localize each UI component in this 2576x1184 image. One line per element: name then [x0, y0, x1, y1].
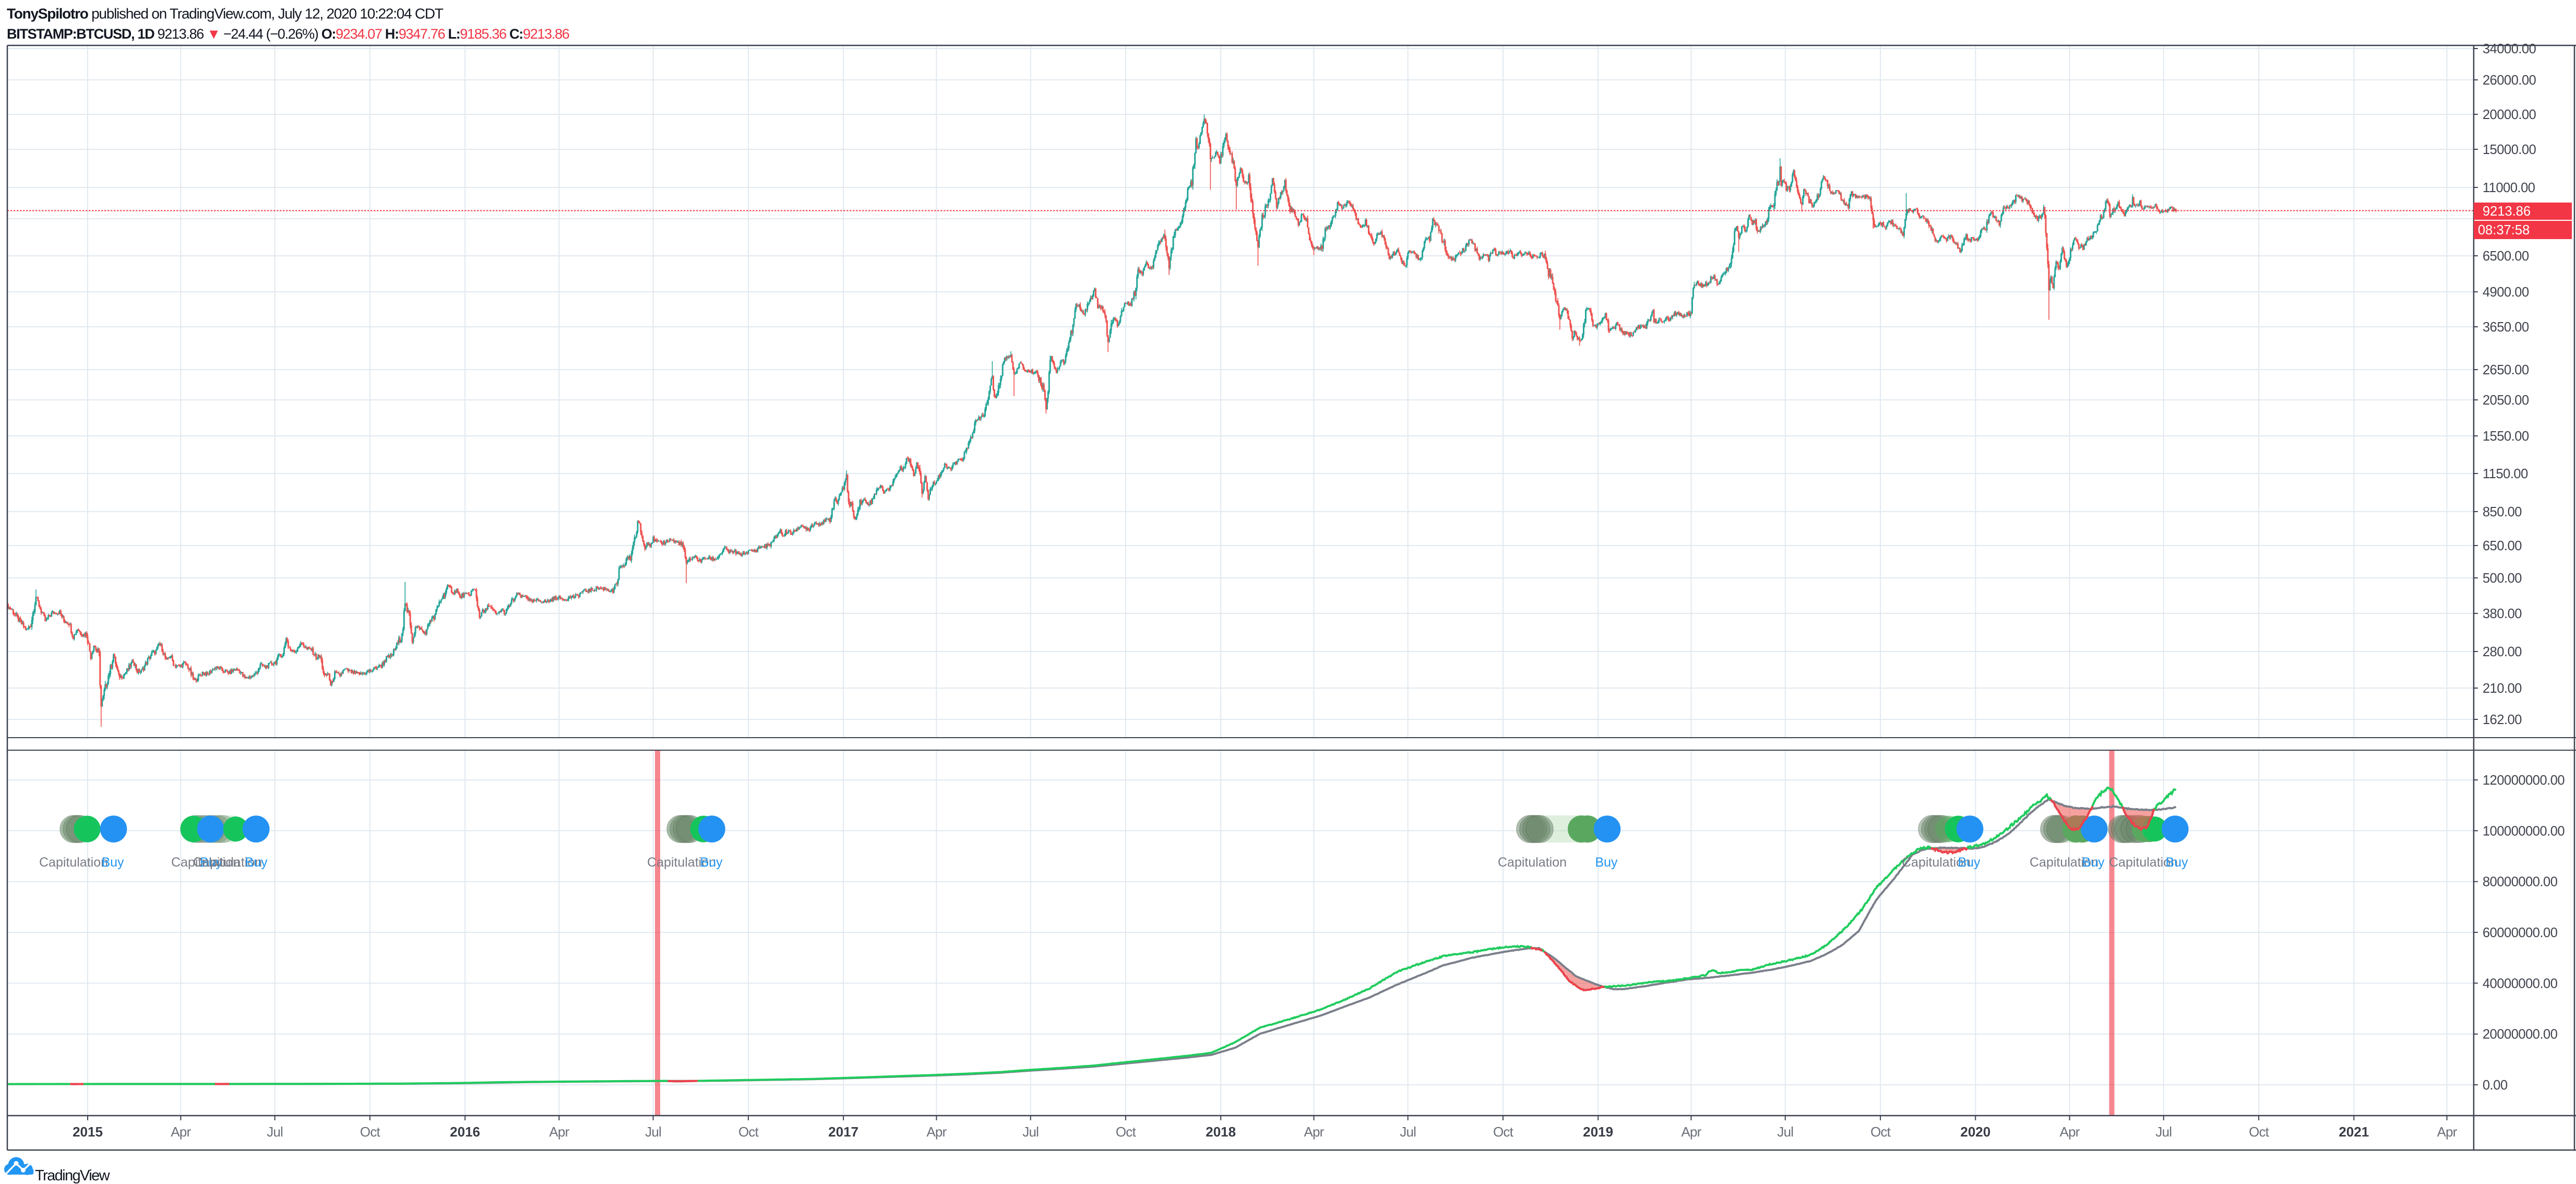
svg-text:2050.00: 2050.00 [2483, 393, 2529, 408]
svg-text:11000.00: 11000.00 [2483, 181, 2535, 195]
svg-text:Buy: Buy [2082, 855, 2105, 870]
svg-text:2015: 2015 [73, 1124, 103, 1140]
svg-text:100000000.00: 100000000.00 [2483, 824, 2565, 838]
svg-text:1550.00: 1550.00 [2483, 429, 2529, 444]
svg-text:Oct: Oct [1116, 1124, 1137, 1140]
svg-text:Jul: Jul [267, 1124, 283, 1140]
svg-text:162.00: 162.00 [2483, 713, 2522, 727]
svg-text:3650.00: 3650.00 [2483, 320, 2529, 335]
svg-text:Buy: Buy [1958, 855, 1981, 870]
svg-text:Oct: Oct [2249, 1124, 2270, 1140]
svg-text:Jul: Jul [1022, 1124, 1039, 1140]
svg-text:280.00: 280.00 [2483, 645, 2522, 659]
svg-text:Capitulation: Capitulation [193, 855, 262, 870]
svg-text:6500.00: 6500.00 [2483, 249, 2529, 264]
svg-text:Oct: Oct [738, 1124, 759, 1140]
svg-text:Capitulation: Capitulation [2030, 855, 2098, 870]
svg-text:Apr: Apr [1304, 1124, 1324, 1140]
svg-text:40000000.00: 40000000.00 [2483, 976, 2558, 991]
svg-text:4900.00: 4900.00 [2483, 285, 2529, 300]
svg-text:Buy: Buy [245, 855, 268, 870]
svg-text:Oct: Oct [360, 1124, 381, 1140]
svg-text:Jul: Jul [1777, 1124, 1793, 1140]
svg-text:Capitulation: Capitulation [2109, 855, 2178, 870]
svg-text:Apr: Apr [549, 1124, 569, 1140]
svg-text:Oct: Oct [1870, 1124, 1891, 1140]
svg-text:Buy: Buy [101, 855, 124, 870]
svg-text:Capitulation: Capitulation [171, 855, 240, 870]
svg-text:60000000.00: 60000000.00 [2483, 926, 2558, 940]
svg-text:20000.00: 20000.00 [2483, 108, 2536, 122]
svg-text:26000.00: 26000.00 [2483, 73, 2536, 88]
svg-text:34000.00: 34000.00 [2483, 42, 2536, 56]
svg-text:Oct: Oct [1493, 1124, 1514, 1140]
svg-text:BITSTAMP:BTCUSD, 1D 9213.86 ▼: BITSTAMP:BTCUSD, 1D 9213.86 ▼ −24.44 (−0… [7, 26, 569, 42]
svg-text:2016: 2016 [450, 1124, 480, 1140]
svg-text:Apr: Apr [1681, 1124, 1701, 1140]
svg-text:2019: 2019 [1583, 1124, 1613, 1140]
svg-text:120000000.00: 120000000.00 [2483, 773, 2565, 788]
svg-text:Buy: Buy [2165, 855, 2188, 870]
svg-text:380.00: 380.00 [2483, 607, 2522, 621]
svg-text:Capitulation: Capitulation [647, 855, 716, 870]
svg-text:80000000.00: 80000000.00 [2483, 875, 2558, 890]
svg-text:Apr: Apr [171, 1124, 191, 1140]
svg-text:2020: 2020 [1960, 1124, 1990, 1140]
svg-text:Jul: Jul [2155, 1124, 2172, 1140]
svg-text:1150.00: 1150.00 [2483, 467, 2528, 481]
svg-text:210.00: 210.00 [2483, 681, 2522, 696]
svg-text:Apr: Apr [926, 1124, 947, 1140]
svg-text:0.00: 0.00 [2483, 1078, 2508, 1093]
svg-text:TonySpilotro published on Trad: TonySpilotro published on TradingView.co… [7, 6, 444, 22]
svg-text:Buy: Buy [200, 855, 223, 870]
svg-text:2017: 2017 [828, 1124, 858, 1140]
svg-text:850.00: 850.00 [2483, 505, 2522, 519]
svg-text:9213.86: 9213.86 [2483, 204, 2531, 219]
svg-text:Apr: Apr [2060, 1124, 2080, 1140]
svg-text:2021: 2021 [2339, 1124, 2369, 1140]
svg-text:Capitulation: Capitulation [39, 855, 108, 870]
svg-text:15000.00: 15000.00 [2483, 143, 2536, 157]
svg-text:20000000.00: 20000000.00 [2483, 1027, 2558, 1042]
svg-text:TradingView: TradingView [35, 1167, 111, 1184]
svg-text:Buy: Buy [1595, 855, 1618, 870]
svg-text:Jul: Jul [645, 1124, 661, 1140]
svg-text:Buy: Buy [700, 855, 723, 870]
svg-text:2018: 2018 [1206, 1124, 1236, 1140]
svg-text:500.00: 500.00 [2483, 571, 2522, 586]
svg-text:Capitulation: Capitulation [1498, 855, 1567, 870]
svg-text:Apr: Apr [2437, 1124, 2458, 1140]
svg-text:2650.00: 2650.00 [2483, 363, 2529, 377]
svg-text:Jul: Jul [1400, 1124, 1416, 1140]
svg-text:650.00: 650.00 [2483, 539, 2522, 553]
svg-text:Capitulation: Capitulation [1902, 855, 1971, 870]
svg-text:08:37:58: 08:37:58 [2478, 223, 2530, 238]
